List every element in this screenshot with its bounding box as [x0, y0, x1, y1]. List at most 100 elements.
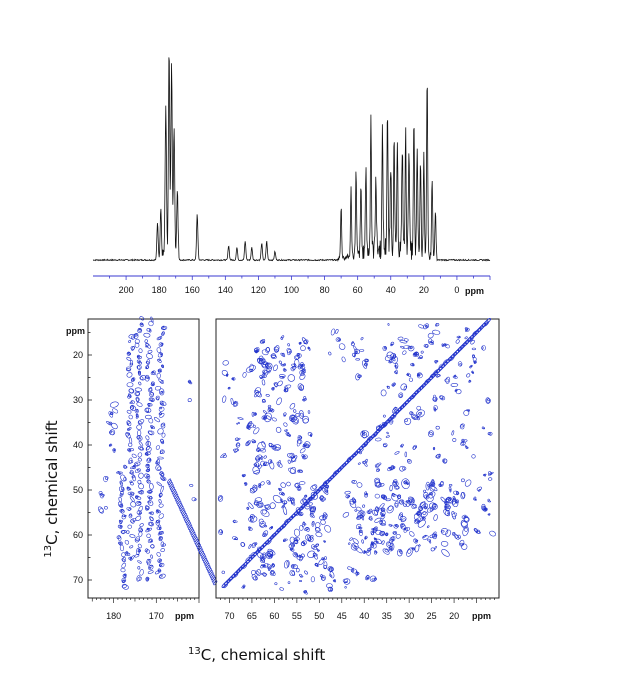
contour [128, 513, 133, 519]
contour [453, 533, 456, 536]
contour [157, 428, 164, 435]
contour [405, 526, 411, 531]
contour [109, 430, 113, 434]
contour [157, 352, 163, 358]
contour [270, 445, 273, 448]
contour [137, 354, 140, 358]
contour [373, 526, 378, 531]
contour [160, 390, 164, 393]
contour [383, 444, 387, 447]
contour [429, 540, 432, 544]
contour [261, 340, 265, 343]
contour [402, 466, 407, 471]
contour [404, 418, 408, 423]
contour [147, 500, 154, 506]
contour [481, 320, 489, 328]
contour [250, 368, 254, 372]
contour [131, 406, 134, 409]
contour [408, 377, 413, 382]
contour [417, 415, 420, 419]
contour [385, 533, 388, 536]
contour [121, 530, 126, 535]
contour [416, 385, 424, 393]
contour [137, 419, 145, 425]
contour [398, 550, 402, 553]
contour [248, 554, 255, 562]
contour [150, 540, 153, 543]
contour [257, 450, 260, 453]
contour [428, 373, 436, 381]
contour [283, 363, 286, 367]
contour [112, 408, 119, 414]
contour [257, 465, 260, 468]
contour [409, 347, 412, 350]
contour [246, 441, 250, 445]
contour [379, 520, 383, 525]
contour [310, 506, 317, 513]
contour [353, 545, 356, 548]
contour [470, 340, 475, 345]
contour [311, 521, 315, 525]
contour [255, 350, 258, 353]
contour [139, 376, 144, 381]
contour [145, 365, 150, 369]
contour [436, 360, 439, 363]
contour [489, 472, 492, 475]
contour [327, 587, 334, 592]
contour [342, 460, 349, 468]
contour [418, 412, 422, 416]
contour [134, 338, 140, 344]
contour [121, 583, 127, 589]
contour [444, 496, 451, 505]
contour [122, 580, 125, 583]
contour [246, 420, 253, 428]
contour [281, 364, 286, 367]
contour [148, 458, 151, 461]
contour [127, 428, 130, 431]
contour [390, 465, 395, 469]
contour [461, 478, 465, 483]
contour [299, 556, 304, 562]
contour [116, 471, 123, 475]
contour [435, 453, 441, 458]
contour [157, 466, 162, 471]
contour [357, 515, 361, 519]
contour [128, 339, 132, 343]
contour [109, 443, 112, 446]
contour [233, 401, 238, 407]
contour [267, 370, 271, 374]
contour [487, 432, 491, 436]
contour [156, 336, 161, 341]
contour [261, 552, 267, 560]
contour [110, 411, 114, 415]
contour [245, 365, 256, 373]
tick-1d-80: 80 [320, 285, 330, 295]
tick-1d-160: 160 [185, 285, 200, 295]
tick-2d-right-x-30: 30 [404, 611, 414, 621]
contour [270, 571, 274, 575]
contour [380, 507, 385, 512]
contour [268, 481, 271, 484]
contour [129, 471, 134, 475]
contour [461, 543, 468, 550]
contour [399, 465, 405, 472]
contour [111, 422, 118, 430]
contour [314, 522, 321, 528]
contour [484, 318, 491, 325]
contour [159, 471, 165, 477]
contour [405, 399, 410, 405]
contour [387, 323, 390, 326]
contour [226, 374, 229, 377]
tick-2d-y-50: 50 [73, 485, 83, 495]
contour [146, 533, 151, 538]
contour [304, 443, 310, 447]
contour [105, 476, 109, 480]
contour [414, 544, 420, 553]
contour [137, 501, 142, 505]
contour [287, 343, 291, 347]
contour [251, 411, 255, 417]
contour [139, 511, 142, 515]
contour [135, 538, 140, 542]
contour [364, 491, 367, 495]
contour [112, 448, 116, 452]
